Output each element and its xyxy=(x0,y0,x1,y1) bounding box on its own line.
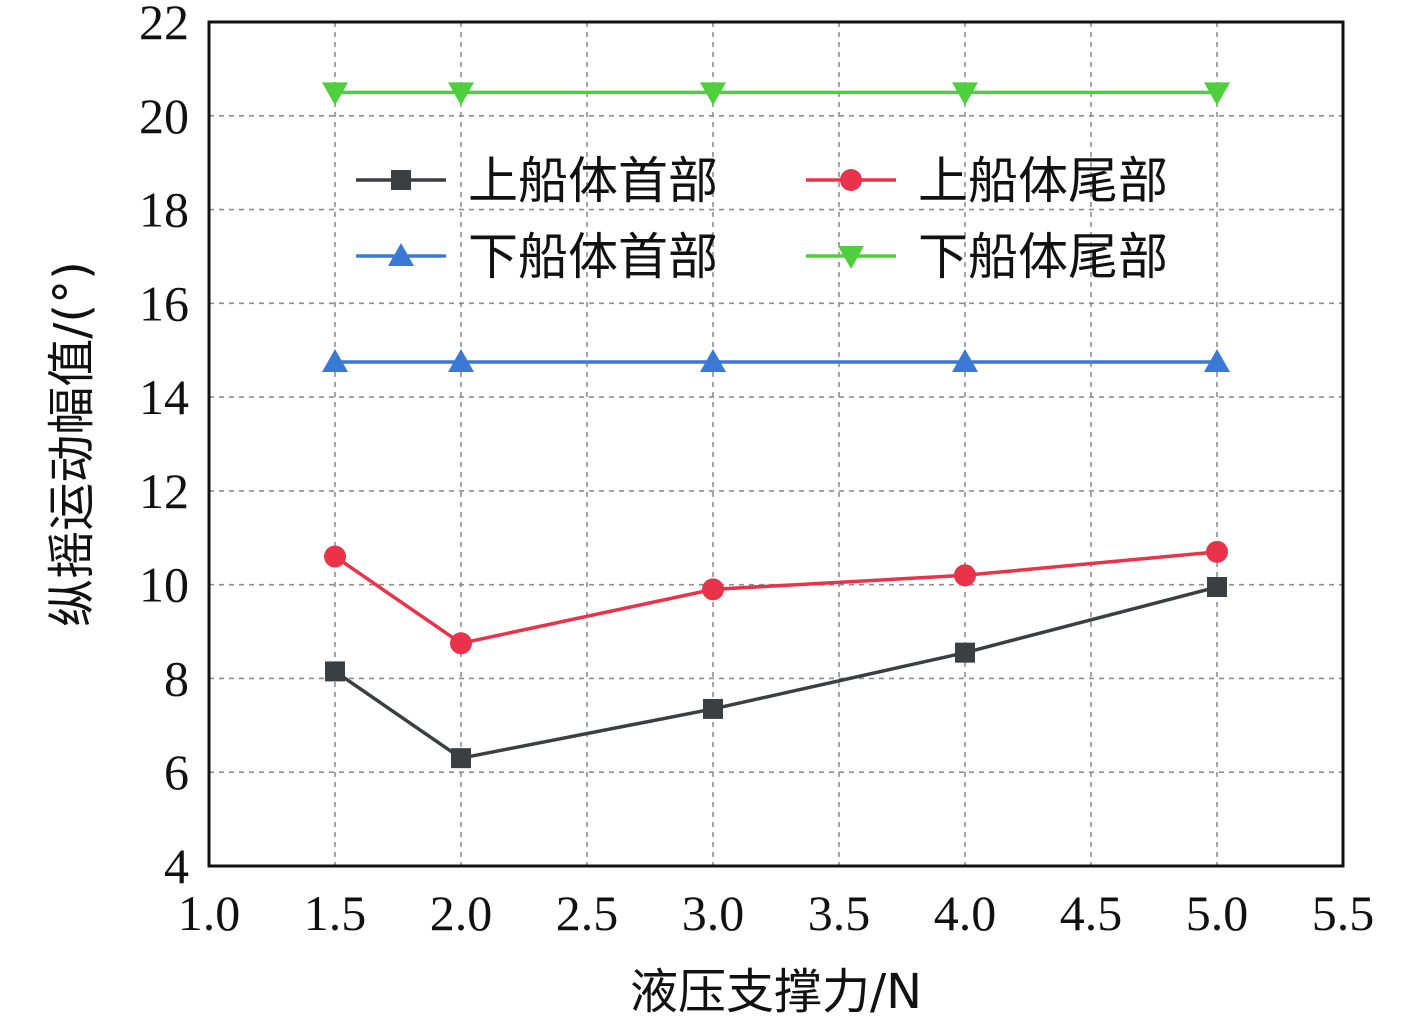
data-point xyxy=(700,348,726,372)
legend-marker xyxy=(840,169,862,191)
x-tick-label: 2.0 xyxy=(430,885,493,941)
series-group xyxy=(322,82,1230,769)
data-point xyxy=(448,348,474,372)
series-3 xyxy=(322,348,1230,372)
data-point xyxy=(1204,82,1230,106)
legend-marker xyxy=(388,243,414,266)
legend-item: 下船体尾部 xyxy=(806,228,1168,286)
legend-label: 下船体首部 xyxy=(468,228,718,286)
data-point xyxy=(952,348,978,372)
x-tick-label: 4.5 xyxy=(1060,885,1123,941)
plot-frame xyxy=(207,20,1345,868)
legend-label: 上船体尾部 xyxy=(918,152,1168,210)
data-point xyxy=(450,632,472,655)
data-point xyxy=(955,642,975,663)
y-tick-label: 8 xyxy=(164,650,189,706)
grid-lines xyxy=(209,22,1343,866)
x-tick-label: 1.0 xyxy=(178,885,241,941)
legend-item: 上船体首部 xyxy=(356,152,718,210)
x-tick-label: 4.0 xyxy=(934,885,997,941)
x-axis-label: 液压支撑力/N xyxy=(630,964,922,1016)
data-point xyxy=(324,545,346,568)
data-point xyxy=(322,348,348,372)
data-point xyxy=(700,82,726,106)
x-tick-label: 5.5 xyxy=(1312,885,1375,941)
data-point xyxy=(702,578,724,601)
x-tick-label: 5.0 xyxy=(1186,885,1249,941)
data-point xyxy=(703,698,723,719)
x-tick-labels: 1.0 1.5 2.0 2.5 3.0 3.5 4.0 4.5 5.0 5.5 xyxy=(178,885,1375,941)
x-tick-label: 3.0 xyxy=(682,885,745,941)
y-tick-label: 6 xyxy=(164,744,189,800)
x-tick-label: 2.5 xyxy=(556,885,619,941)
y-axis-label: 纵摇运动幅值/(°) xyxy=(44,261,100,627)
legend-label: 上船体首部 xyxy=(468,152,718,210)
legend-item: 下船体首部 xyxy=(356,228,718,286)
x-tick-label: 1.5 xyxy=(304,885,367,941)
data-point xyxy=(451,748,471,769)
series-line xyxy=(334,585,1218,761)
series-line xyxy=(334,550,1218,646)
series-2 xyxy=(324,540,1228,655)
legend-marker xyxy=(391,170,411,190)
series-4 xyxy=(322,82,1230,106)
y-tick-label: 22 xyxy=(139,0,189,50)
data-point xyxy=(448,82,474,106)
data-point xyxy=(325,661,345,682)
series-1 xyxy=(325,577,1227,769)
y-tick-label: 14 xyxy=(139,369,189,425)
legend-marker xyxy=(838,246,864,269)
y-tick-label: 10 xyxy=(139,557,189,613)
y-tick-labels: 4 6 8 10 12 14 16 18 20 22 xyxy=(139,0,189,894)
legend-item: 上船体尾部 xyxy=(806,152,1168,210)
data-point xyxy=(1207,577,1227,598)
x-tick-label: 3.5 xyxy=(808,885,871,941)
y-tick-label: 12 xyxy=(139,463,189,519)
data-point xyxy=(1206,540,1228,563)
data-point xyxy=(322,82,348,106)
data-point xyxy=(952,82,978,106)
data-point xyxy=(954,564,976,587)
data-point xyxy=(1204,348,1230,372)
y-tick-label: 18 xyxy=(139,182,189,238)
y-tick-label: 4 xyxy=(164,838,189,894)
y-tick-label: 16 xyxy=(139,275,189,331)
legend-label: 下船体尾部 xyxy=(918,228,1168,286)
y-tick-label: 20 xyxy=(139,88,189,144)
